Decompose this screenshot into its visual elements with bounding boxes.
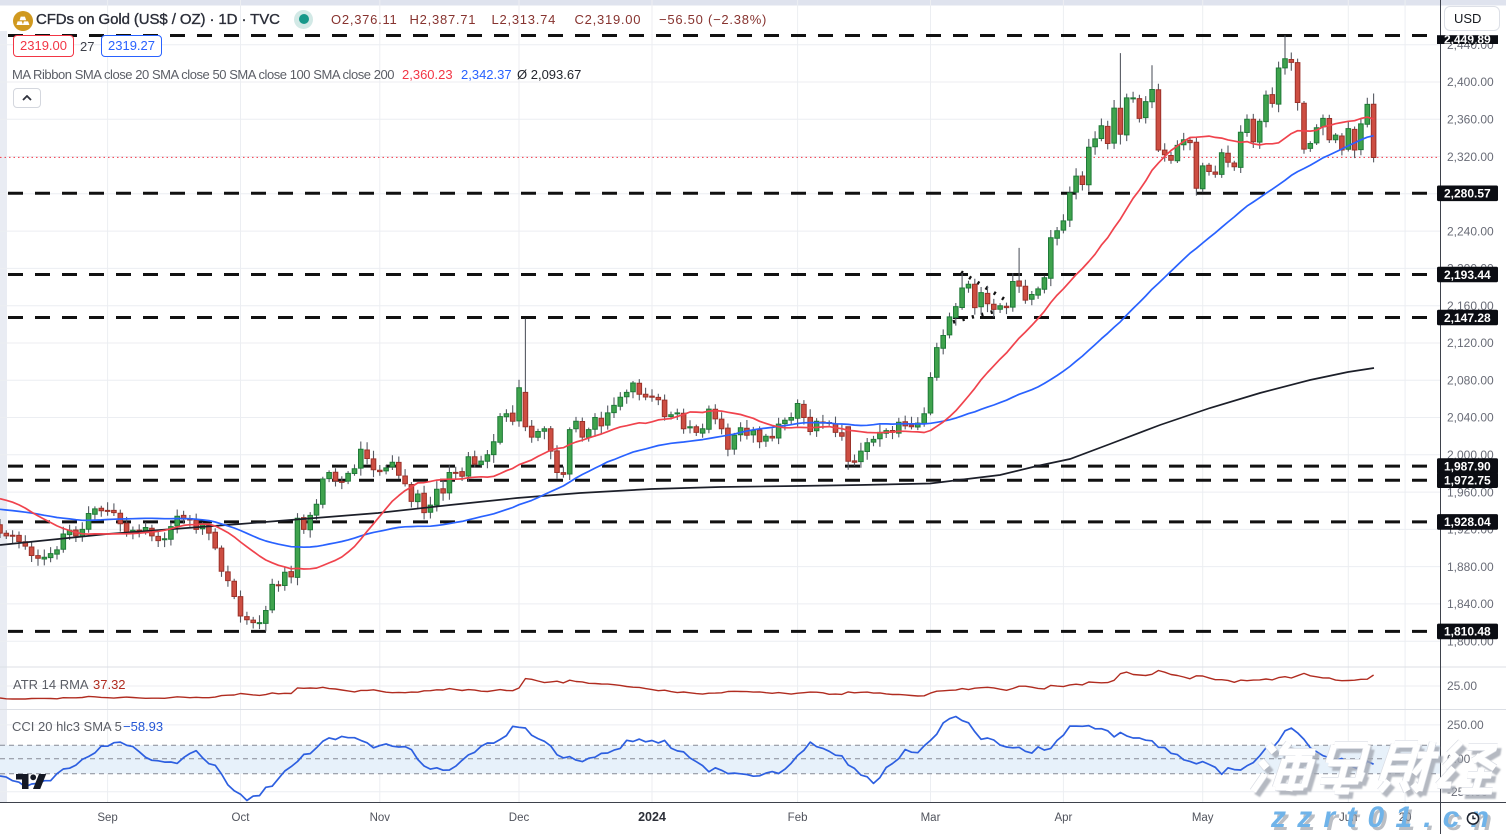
svg-text:2,320.00: 2,320.00 <box>1447 150 1494 164</box>
svg-text:1,960.00: 1,960.00 <box>1447 485 1494 499</box>
svg-text:2024: 2024 <box>638 810 666 824</box>
svg-text:1,880.00: 1,880.00 <box>1447 560 1494 574</box>
svg-text:1,987.90: 1,987.90 <box>1444 459 1491 473</box>
svg-text:Mar: Mar <box>921 812 941 824</box>
svg-text:1,928.04: 1,928.04 <box>1444 515 1491 529</box>
svg-text:2,160.00: 2,160.00 <box>1447 299 1494 313</box>
svg-text:1,840.00: 1,840.00 <box>1447 597 1494 611</box>
svg-text:2,280.57: 2,280.57 <box>1444 187 1491 201</box>
svg-text:Dec: Dec <box>509 812 530 824</box>
svg-text:2,120.00: 2,120.00 <box>1447 336 1494 350</box>
svg-text:2,193.44: 2,193.44 <box>1444 268 1491 282</box>
svg-text:Apr: Apr <box>1054 812 1072 824</box>
svg-text:2,147.28: 2,147.28 <box>1444 311 1491 325</box>
svg-text:2,449.89: 2,449.89 <box>1444 33 1491 47</box>
svg-text:2,400.00: 2,400.00 <box>1447 75 1494 89</box>
svg-text:Sep: Sep <box>97 812 117 824</box>
svg-text:1,810.48: 1,810.48 <box>1444 625 1491 639</box>
svg-text:Jun: Jun <box>1339 812 1358 824</box>
svg-text:2,360.00: 2,360.00 <box>1447 113 1494 127</box>
svg-text:250.00: 250.00 <box>1447 718 1484 732</box>
svg-text:Nov: Nov <box>370 812 391 824</box>
svg-text:May: May <box>1192 812 1214 824</box>
svg-text:2,040.00: 2,040.00 <box>1447 411 1494 425</box>
svg-text:25.00: 25.00 <box>1447 679 1477 693</box>
svg-text:2,240.00: 2,240.00 <box>1447 224 1494 238</box>
svg-text:1,972.75: 1,972.75 <box>1444 474 1491 488</box>
svg-text:Feb: Feb <box>788 812 808 824</box>
svg-text:20: 20 <box>1399 812 1412 824</box>
svg-text:2,080.00: 2,080.00 <box>1447 373 1494 387</box>
svg-text:Oct: Oct <box>232 812 251 824</box>
